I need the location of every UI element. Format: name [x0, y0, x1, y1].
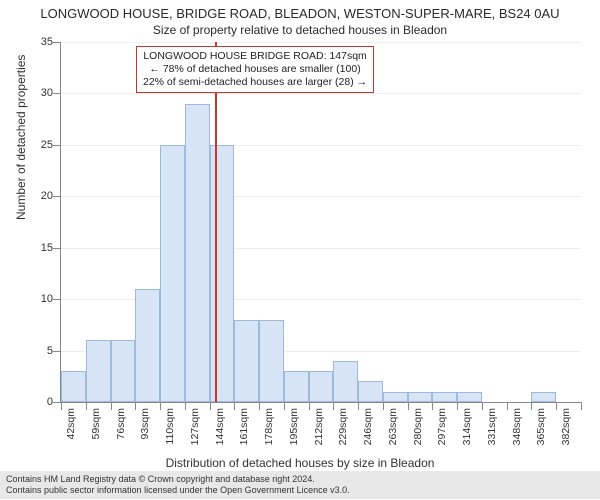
- gridline: [61, 145, 581, 146]
- x-axis-label: Distribution of detached houses by size …: [0, 456, 600, 470]
- x-tick: [111, 402, 112, 410]
- annotation-box: LONGWOOD HOUSE BRIDGE ROAD: 147sqm← 78% …: [136, 46, 374, 93]
- y-tick: [53, 402, 61, 403]
- y-tick: [53, 196, 61, 197]
- histogram-bar: [531, 392, 556, 402]
- x-tick: [185, 402, 186, 410]
- annotation-line-3: 22% of semi-detached houses are larger (…: [143, 76, 367, 89]
- histogram-bar: [333, 361, 358, 402]
- x-tick: [160, 402, 161, 410]
- gridline: [61, 93, 581, 94]
- y-tick: [53, 248, 61, 249]
- plot-region: 0510152025303542sqm59sqm76sqm93sqm110sqm…: [60, 42, 581, 403]
- histogram-bar: [358, 381, 383, 402]
- x-tick: [457, 402, 458, 410]
- chart-title-sub: Size of property relative to detached ho…: [0, 21, 600, 37]
- gridline: [61, 248, 581, 249]
- y-tick-label: 25: [23, 139, 53, 151]
- x-tick: [507, 402, 508, 410]
- y-tick-label: 10: [23, 293, 53, 305]
- histogram-bar: [309, 371, 334, 402]
- histogram-bar: [185, 104, 210, 402]
- x-tick: [358, 402, 359, 410]
- y-tick: [53, 93, 61, 94]
- x-tick: [234, 402, 235, 410]
- x-tick: [383, 402, 384, 410]
- x-tick: [86, 402, 87, 410]
- chart-area: 0510152025303542sqm59sqm76sqm93sqm110sqm…: [60, 42, 580, 402]
- chart-title-main: LONGWOOD HOUSE, BRIDGE ROAD, BLEADON, WE…: [0, 0, 600, 21]
- histogram-bar: [383, 392, 408, 402]
- x-tick: [333, 402, 334, 410]
- histogram-bar: [408, 392, 433, 402]
- footer-line-2: Contains public sector information licen…: [6, 485, 594, 496]
- x-tick: [556, 402, 557, 410]
- y-tick-label: 20: [23, 190, 53, 202]
- x-tick: [309, 402, 310, 410]
- x-tick: [581, 402, 582, 410]
- histogram-bar: [457, 392, 482, 402]
- x-tick: [259, 402, 260, 410]
- histogram-bar: [432, 392, 457, 402]
- histogram-bar: [86, 340, 111, 402]
- histogram-bar: [210, 145, 235, 402]
- reference-line: [215, 42, 217, 402]
- histogram-bar: [160, 145, 185, 402]
- histogram-bar: [135, 289, 160, 402]
- x-tick: [61, 402, 62, 410]
- y-tick-label: 5: [23, 345, 53, 357]
- x-tick: [408, 402, 409, 410]
- footer-attribution: Contains HM Land Registry data © Crown c…: [0, 471, 600, 499]
- x-tick: [210, 402, 211, 410]
- y-tick: [53, 145, 61, 146]
- gridline: [61, 42, 581, 43]
- y-tick: [53, 299, 61, 300]
- histogram-bar: [111, 340, 136, 402]
- y-tick: [53, 42, 61, 43]
- x-tick: [432, 402, 433, 410]
- annotation-line-2: ← 78% of detached houses are smaller (10…: [143, 63, 367, 76]
- histogram-bar: [284, 371, 309, 402]
- histogram-bar: [259, 320, 284, 402]
- histogram-bar: [61, 371, 86, 402]
- y-tick-label: 0: [23, 396, 53, 408]
- x-tick: [135, 402, 136, 410]
- gridline: [61, 196, 581, 197]
- annotation-line-1: LONGWOOD HOUSE BRIDGE ROAD: 147sqm: [143, 50, 367, 63]
- histogram-bar: [234, 320, 259, 402]
- footer-line-1: Contains HM Land Registry data © Crown c…: [6, 474, 594, 485]
- y-tick-label: 35: [23, 36, 53, 48]
- y-tick-label: 30: [23, 87, 53, 99]
- x-tick: [531, 402, 532, 410]
- y-tick-label: 15: [23, 242, 53, 254]
- x-tick: [482, 402, 483, 410]
- y-tick: [53, 351, 61, 352]
- x-tick: [284, 402, 285, 410]
